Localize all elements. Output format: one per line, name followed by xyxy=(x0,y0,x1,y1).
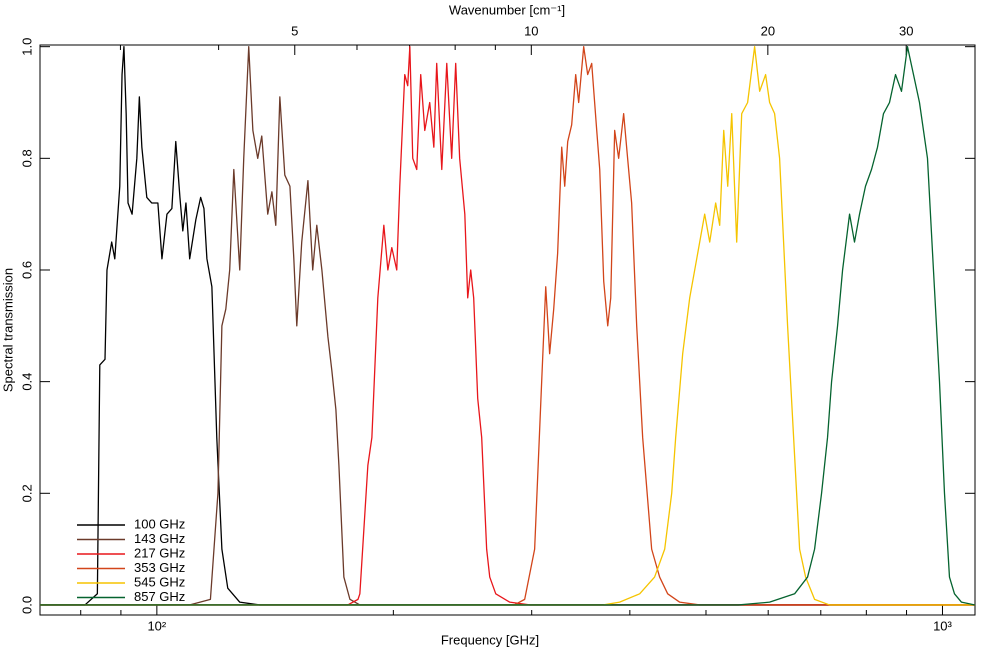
y-tick-label: 0.4 xyxy=(19,373,34,391)
legend-label: 857 GHz xyxy=(134,589,185,604)
x2-tick-label: 10 xyxy=(524,23,538,38)
series-line xyxy=(40,46,975,606)
series-line xyxy=(40,46,975,606)
x2-axis-label: Wavenumber [cm⁻¹] xyxy=(449,2,565,17)
series-line xyxy=(40,46,975,606)
series-line xyxy=(40,46,975,606)
x-tick-label: 10³ xyxy=(933,618,952,633)
legend-label: 545 GHz xyxy=(134,574,185,589)
legend-label: 143 GHz xyxy=(134,531,185,546)
y-tick-label: 0.8 xyxy=(19,149,34,167)
series-line xyxy=(40,46,975,606)
x2-tick-label: 30 xyxy=(899,23,913,38)
y-tick-label: 0.0 xyxy=(19,596,34,614)
series-line xyxy=(40,46,976,606)
x-tick-label: 10² xyxy=(147,618,166,633)
y-tick-label: 1.0 xyxy=(19,38,34,56)
legend-label: 100 GHz xyxy=(134,516,185,531)
x2-tick-label: 5 xyxy=(291,23,298,38)
x-axis-label: Frequency [GHz] xyxy=(441,632,539,647)
legend-label: 217 GHz xyxy=(134,545,185,560)
y-tick-label: 0.6 xyxy=(19,261,34,279)
y-axis-label: Spectral transmission xyxy=(0,268,15,392)
x2-tick-label: 20 xyxy=(761,23,775,38)
plot-frame xyxy=(39,44,976,616)
y-tick-label: 0.2 xyxy=(19,484,34,502)
legend-label: 353 GHz xyxy=(134,560,185,575)
